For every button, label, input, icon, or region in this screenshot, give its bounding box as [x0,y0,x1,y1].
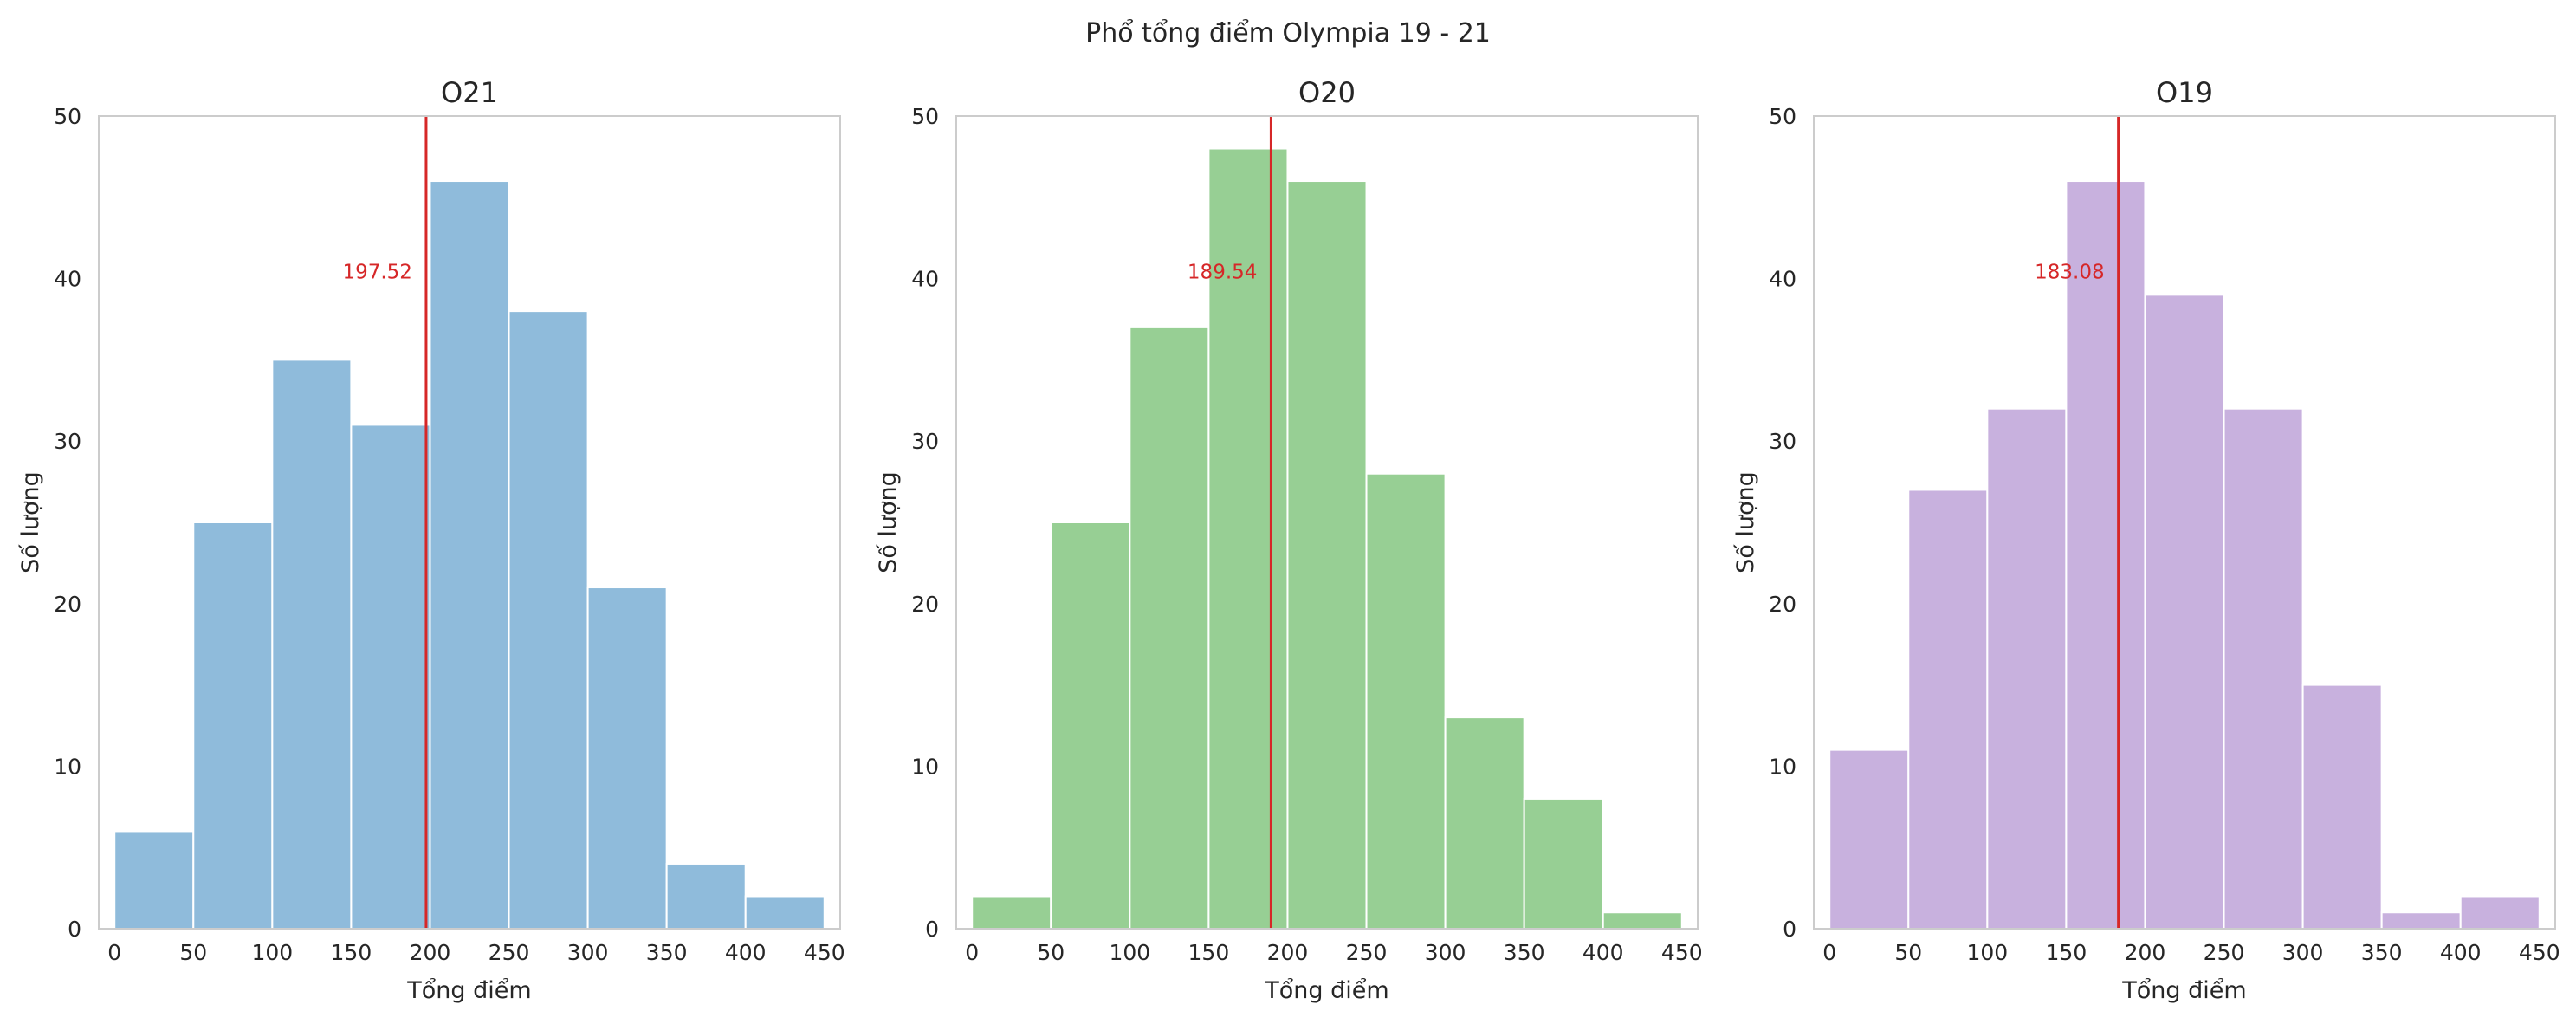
y-tick-label: 50 [1769,104,1796,129]
histogram-bar [1050,522,1131,930]
x-tick-label: 350 [1504,940,1545,965]
plot-frame [955,115,1699,930]
histogram-bar [192,522,274,930]
histogram-bar [1986,407,2068,930]
histogram-bar [271,359,353,930]
histogram-bar [2459,895,2540,930]
histogram-bar [744,895,825,930]
histogram-bar [1129,326,1210,930]
histogram-bar [350,424,431,930]
panel-title: O20 [1298,76,1356,109]
x-tick-label: 400 [725,940,767,965]
y-tick-label: 50 [911,104,939,129]
y-tick-label: 40 [911,267,939,292]
x-tick-label: 450 [804,940,845,965]
x-tick-label: 400 [1582,940,1624,965]
panel-title: O21 [441,76,498,109]
histogram-bar [1444,716,1525,930]
x-tick-label: 0 [107,940,121,965]
y-tick-label: 0 [1783,917,1796,942]
y-tick-label: 30 [1769,429,1796,454]
histogram-bar [1523,797,1604,930]
figure-title: Phổ tổng điểm Olympia 19 - 21 [1085,17,1491,49]
y-tick-label: 30 [54,429,81,454]
histogram-bar [1365,472,1447,930]
x-tick-label: 250 [1346,940,1388,965]
y-tick-label: 50 [54,104,81,129]
y-tick-label: 40 [1769,267,1796,292]
x-axis-label: Tổng điểm [1264,977,1388,1004]
mean-label: 189.54 [1188,262,1257,284]
y-axis-label: Số lượng [17,471,44,574]
y-tick-label: 20 [1769,592,1796,617]
x-tick-label: 100 [1109,940,1150,965]
x-tick-label: 150 [331,940,372,965]
x-tick-label: 0 [1822,940,1836,965]
x-tick-label: 50 [1894,940,1922,965]
x-tick-label: 150 [2046,940,2087,965]
histogram-bar [1828,749,1910,930]
x-tick-label: 150 [1188,940,1230,965]
x-tick-label: 450 [1661,940,1703,965]
panel-title: O19 [2156,76,2213,109]
y-tick-label: 0 [68,917,81,942]
x-tick-label: 250 [2204,940,2245,965]
histogram-bar [1286,180,1368,930]
histogram-bar [2223,407,2304,930]
x-axis-label: Tổng điểm [2121,977,2246,1004]
histogram-bar [586,587,668,930]
mean-label: 197.52 [342,262,411,284]
x-tick-label: 200 [2125,940,2166,965]
histogram-bar [665,862,747,930]
y-tick-label: 20 [54,592,81,617]
histogram-bar [1602,911,1683,930]
histogram-bar [1207,147,1289,930]
x-tick-label: 250 [489,940,530,965]
panel-o20: 189.54 O20 0 50 100 150 200 250 300 350 400 450 0 10 2… [875,76,1703,1004]
histogram-bar [2301,684,2383,930]
histogram-bar [2144,294,2225,930]
y-tick-label: 10 [911,754,939,779]
histogram-bar [2380,911,2462,930]
plot-frame [1813,115,2556,930]
histogram-bar [429,180,510,930]
x-tick-label: 0 [965,940,979,965]
x-tick-label: 300 [567,940,609,965]
mean-label: 183.08 [2035,262,2104,284]
x-tick-label: 100 [1966,940,2008,965]
y-tick-label: 20 [911,592,939,617]
panel-o19: 183.08 O19 0 50 100 150 200 250 300 350 400 450 0 10 2… [1732,76,2560,1004]
plot-frame [98,115,841,930]
x-tick-label: 350 [646,940,688,965]
x-tick-label: 50 [1037,940,1065,965]
x-tick-label: 200 [410,940,451,965]
x-tick-label: 300 [1425,940,1466,965]
histogram-bar [971,895,1052,930]
x-tick-label: 350 [2361,940,2403,965]
x-axis-label: Tổng điểm [406,977,531,1004]
x-tick-label: 100 [251,940,293,965]
y-tick-label: 10 [54,754,81,779]
y-tick-label: 40 [54,267,81,292]
y-axis-label: Số lượng [1732,471,1759,574]
y-axis-label: Số lượng [875,471,902,574]
x-tick-label: 50 [179,940,207,965]
panel-o21: 197.52 O21 0 50 100 150 200 250 300 350 400 450 0 10 2… [17,76,845,1004]
y-tick-label: 10 [1769,754,1796,779]
histogram-bar [1907,489,1989,930]
x-tick-label: 300 [2282,940,2324,965]
histogram-bar [2065,180,2146,930]
y-tick-label: 0 [925,917,939,942]
x-tick-label: 400 [2440,940,2482,965]
x-tick-label: 200 [1267,940,1309,965]
y-tick-label: 30 [911,429,939,454]
histogram-bar [113,830,195,930]
x-tick-label: 450 [2519,940,2560,965]
histogram-bar [508,310,589,930]
